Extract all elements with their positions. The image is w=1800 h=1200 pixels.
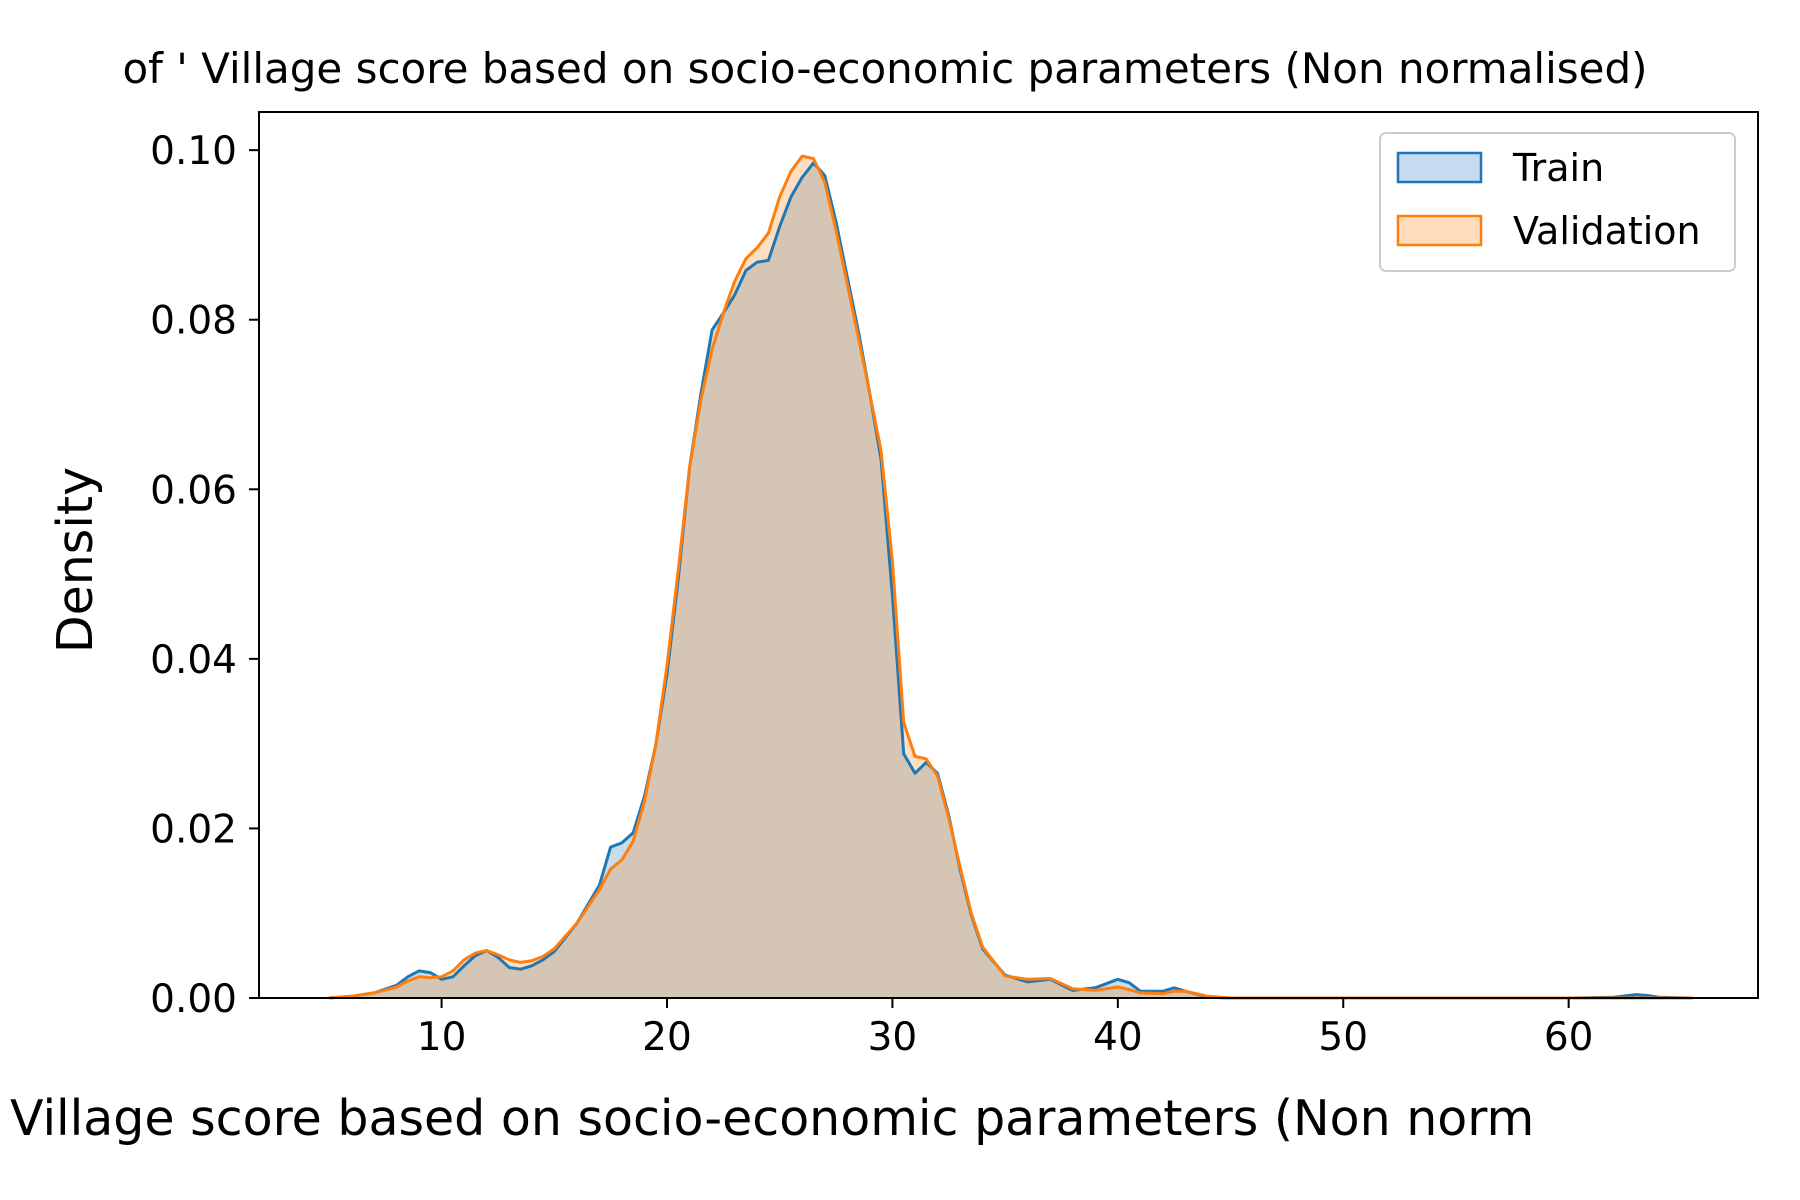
x-axis-label: Village score based on socio-economic pa… <box>10 1090 1534 1147</box>
x-tick-label: 50 <box>1318 1015 1368 1060</box>
series-area-train <box>328 162 1693 998</box>
x-tick-label: 20 <box>642 1015 692 1060</box>
y-axis-ticks: 0.00 0.02 0.04 0.06 0.08 0.10 <box>150 129 259 1022</box>
x-axis-ticks: 10 20 30 40 50 60 <box>417 998 1594 1060</box>
legend-swatch-train <box>1396 151 1483 184</box>
series-line-train <box>328 161 1693 1000</box>
x-tick-label: 10 <box>417 1015 467 1060</box>
legend: Train Validation <box>1379 132 1736 272</box>
legend-label-validation: Validation <box>1513 209 1701 253</box>
x-tick-label: 40 <box>1093 1015 1143 1060</box>
plot-frame <box>258 111 1759 999</box>
legend-swatch-validation <box>1396 214 1483 247</box>
series-fills <box>328 156 1693 999</box>
series-lines <box>328 154 1693 1000</box>
series-area-validation <box>328 156 1693 999</box>
legend-label-train: Train <box>1512 146 1604 190</box>
y-tick-label: 0.02 <box>150 807 237 852</box>
y-tick-label: 0.04 <box>150 638 237 683</box>
x-tick-label: 60 <box>1544 1015 1594 1060</box>
y-tick-label: 0.06 <box>150 468 237 513</box>
y-tick-label: 0.00 <box>150 977 237 1022</box>
plot-area <box>328 154 1693 1000</box>
y-axis-label: Density <box>47 467 104 653</box>
chart-title: of ' Village score based on socio-econom… <box>122 44 1647 93</box>
series-line-validation <box>328 154 1693 1000</box>
y-tick-label: 0.10 <box>150 129 237 174</box>
x-tick-label: 30 <box>868 1015 918 1060</box>
y-tick-label: 0.08 <box>150 299 237 344</box>
